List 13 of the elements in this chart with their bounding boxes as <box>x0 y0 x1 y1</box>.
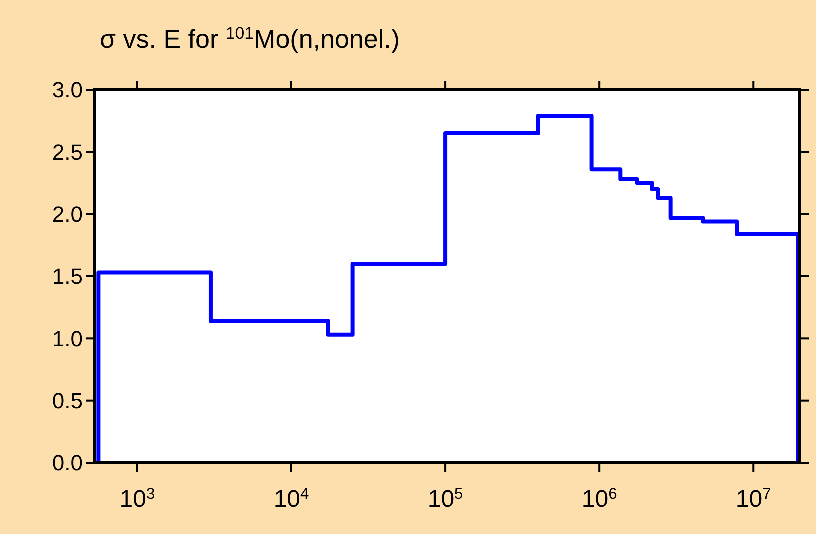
y-tick-label: 3.0 <box>52 78 83 103</box>
x-tick-label: 10$^{7}$ <box>736 486 772 513</box>
y-tick-label: 2.0 <box>52 202 83 228</box>
y-tick-label: 2.5 <box>52 140 83 165</box>
x-tick-label: 10$^{6}$ <box>582 486 618 513</box>
y-tick-label: 1.0 <box>52 326 83 352</box>
y-tick-label: 0.5 <box>52 388 83 414</box>
y-tick-label: 1.5 <box>52 264 83 290</box>
x-tick-label: 10$^{4}$ <box>274 486 310 513</box>
x-tick-label: 10$^{5}$ <box>428 486 464 513</box>
chart-title: σ vs. E for $^{101}$Mo(n,nonel.) <box>100 24 400 54</box>
x-tick-label: 10$^{3}$ <box>120 486 156 513</box>
y-tick-label: 0.0 <box>52 450 83 476</box>
